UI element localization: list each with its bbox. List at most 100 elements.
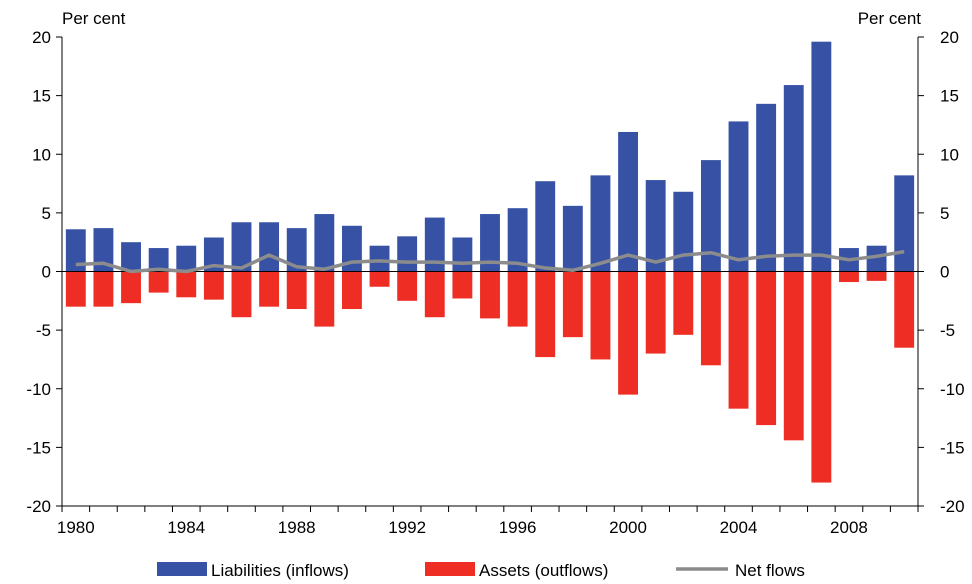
bar-assets xyxy=(562,271,583,338)
bar-assets xyxy=(894,271,915,348)
y-axis-unit-right: Per cent xyxy=(858,9,922,28)
bars-group xyxy=(65,41,915,483)
x-tick-label: 2000 xyxy=(609,518,647,537)
bar-assets xyxy=(839,271,859,283)
bar-assets xyxy=(756,271,777,426)
bar-liabilities xyxy=(121,242,141,272)
bar-liabilities xyxy=(673,191,694,272)
bar-liabilities xyxy=(480,214,500,272)
bar-assets xyxy=(148,271,169,293)
bar-liabilities xyxy=(811,41,832,272)
bar-liabilities xyxy=(231,222,252,272)
y-tick-label-right: -5 xyxy=(940,321,955,340)
bar-liabilities xyxy=(93,228,114,272)
bar-liabilities xyxy=(562,205,583,272)
bar-assets xyxy=(728,271,749,409)
bar-assets xyxy=(93,271,114,307)
bar-liabilities xyxy=(424,217,445,272)
legend-label-assets: Assets (outflows) xyxy=(479,561,608,580)
bar-liabilities xyxy=(645,180,666,272)
bar-liabilities xyxy=(452,237,473,272)
bar-liabilities xyxy=(259,222,280,272)
bar-assets xyxy=(783,271,804,441)
bar-assets xyxy=(866,271,887,281)
bar-liabilities xyxy=(756,103,777,272)
x-tick-label: 2004 xyxy=(720,518,758,537)
bar-liabilities xyxy=(65,229,86,272)
legend-label-net-flows: Net flows xyxy=(735,561,805,580)
y-tick-label-left: -15 xyxy=(26,438,51,457)
bar-assets xyxy=(480,271,500,319)
bar-assets xyxy=(259,271,280,307)
x-tick-label: 1988 xyxy=(278,518,316,537)
bar-assets xyxy=(286,271,307,310)
bar-assets xyxy=(645,271,666,354)
y-tick-label-left: -5 xyxy=(36,321,51,340)
y-tick-label-right: -10 xyxy=(940,380,965,399)
bar-liabilities xyxy=(341,225,362,272)
net-flows-line xyxy=(75,249,905,274)
bar-liabilities xyxy=(535,181,556,272)
bar-assets xyxy=(176,271,197,298)
bar-assets xyxy=(452,271,473,299)
legend-swatch-liabilities xyxy=(157,562,207,576)
bar-liabilities xyxy=(176,245,197,272)
bar-liabilities xyxy=(590,175,611,272)
bar-assets xyxy=(397,271,418,301)
bar-liabilities xyxy=(507,208,528,272)
y-tick-label-right: 0 xyxy=(940,263,949,282)
y-tick-label-left: 15 xyxy=(32,87,51,106)
bar-liabilities xyxy=(783,85,804,272)
y-tick-label-right: 5 xyxy=(940,204,949,223)
y-tick-label-right: 20 xyxy=(940,28,959,47)
bar-assets xyxy=(507,271,528,327)
x-tick-label: 2008 xyxy=(830,518,868,537)
bar-assets xyxy=(673,271,694,335)
y-tick-label-left: 20 xyxy=(32,28,51,47)
bar-assets xyxy=(231,271,252,318)
bar-liabilities xyxy=(618,131,639,272)
bar-assets xyxy=(700,271,721,366)
bar-liabilities xyxy=(314,214,335,272)
bar-liabilities xyxy=(286,228,307,272)
bar-liabilities xyxy=(148,248,169,272)
bar-assets xyxy=(590,271,611,360)
bar-assets xyxy=(203,271,224,300)
y-tick-label-right: 15 xyxy=(940,87,959,106)
y-tick-label-left: -10 xyxy=(26,380,51,399)
bar-liabilities xyxy=(894,175,915,272)
x-tick-label: 1980 xyxy=(57,518,95,537)
legend: Liabilities (inflows) Assets (outflows) … xyxy=(157,561,805,580)
bar-assets xyxy=(65,271,86,307)
bar-liabilities xyxy=(397,236,418,272)
bar-assets xyxy=(341,271,362,310)
bar-liabilities xyxy=(203,237,224,272)
y-tick-label-left: 0 xyxy=(42,263,51,282)
bar-assets xyxy=(369,271,390,287)
bar-assets xyxy=(424,271,445,318)
x-tick-label: 1984 xyxy=(167,518,205,537)
bar-assets xyxy=(535,271,556,358)
bar-liabilities xyxy=(728,121,749,272)
bar-liabilities xyxy=(866,245,887,272)
bar-assets xyxy=(121,271,141,304)
bar-liabilities xyxy=(369,245,390,272)
y-tick-label-right: -15 xyxy=(940,438,965,457)
bar-assets xyxy=(314,271,335,327)
x-tick-label: 1992 xyxy=(388,518,426,537)
legend-label-liabilities: Liabilities (inflows) xyxy=(211,561,349,580)
lines-group xyxy=(75,249,905,274)
y-tick-label-left: 10 xyxy=(32,145,51,164)
x-tick-label: 1996 xyxy=(499,518,537,537)
legend-swatch-assets xyxy=(425,562,475,576)
y-tick-label-left: 5 xyxy=(42,204,51,223)
y-axis-unit-left: Per cent xyxy=(62,9,126,28)
y-tick-label-left: -20 xyxy=(26,497,51,516)
bar-assets xyxy=(618,271,639,395)
y-tick-label-right: 10 xyxy=(940,145,959,164)
bar-liabilities xyxy=(700,160,721,272)
bar-assets xyxy=(811,271,832,483)
tick-labels: -20 -20 -15 -15 -10 -10 -5 -5 0 0 5 5 10 10 15 15 20 20 19… xyxy=(26,28,964,537)
y-tick-label-right: -20 xyxy=(940,497,965,516)
